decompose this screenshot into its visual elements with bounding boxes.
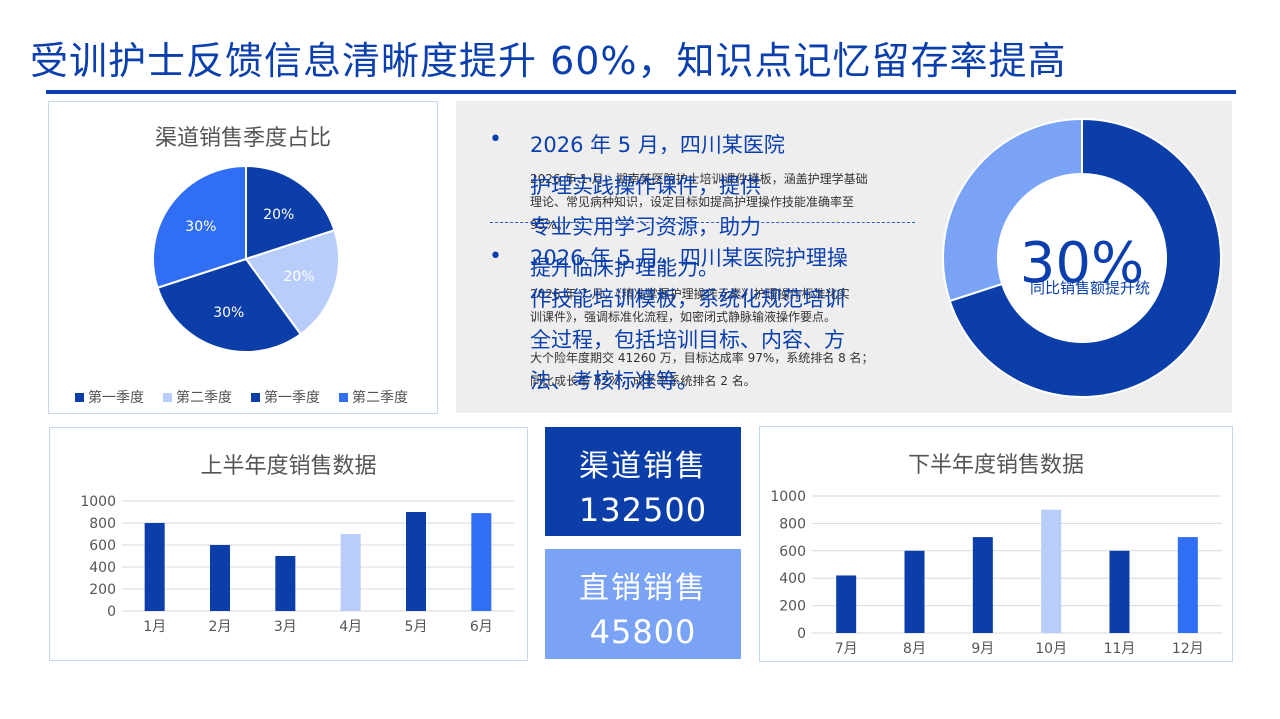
x-tick-label: 5月 [405,619,428,635]
legend-label: 第二季度 [352,389,408,406]
kpi-direct-sales-value: 45800 [589,613,697,651]
x-tick-label: 11月 [1104,641,1136,657]
y-tick-label: 400 [779,571,806,587]
y-tick-label: 400 [89,560,116,576]
pie-slice [152,164,247,289]
bullet1-heading-line: 2026 年 5 月，四川某医院 [530,133,785,157]
bar [1041,509,1062,633]
donut-segment [942,117,1083,303]
pie-slice [245,164,336,261]
bar [144,523,165,611]
pie-slice [244,229,340,336]
bullet2-heading-line: 2026 年 5 月，四川某医院护理操 [530,246,848,270]
bullet1-heading-line: 护理实践操作课件，提供 [530,174,761,198]
h1-sales-panel: 上半年度销售数据 0 200 400 600 800 1000 1月 2月 3月 4月 5月 6月 [49,427,528,661]
donut-segment [948,117,1222,398]
h1-bar-chart: 0 200 400 600 800 1000 1月 2月 3月 4月 5月 6月 [80,494,514,635]
bullet1-heading-line: 专业实用学习资源，助力 [530,215,761,239]
h2-sales-panel: 下半年度销售数据 0 200 400 600 800 1000 7月 8月 9月 10月 11月 12… [759,426,1233,662]
bar [406,512,426,611]
y-tick-label: 600 [89,538,116,554]
kpi-channel-sales-value: 132500 [578,491,708,529]
bullet1-heading-line: 提升临床护理能力。 [530,256,719,280]
kpi-channel-sales-label: 渠道销售 [579,449,707,484]
h1-chart-title: 上半年度销售数据 [200,454,377,479]
bullet2-heading-line: 法、考核标准等。 [530,369,698,393]
kpi-direct-sales: 直销销售 45800 [545,549,741,659]
legend-swatch [339,393,348,402]
pie-slice-label: 30% [213,305,244,321]
legend-label: 第二季度 [176,389,232,406]
y-tick-label: 200 [89,582,116,598]
bar [471,513,492,611]
legend-swatch [251,393,260,402]
y-tick-label: 0 [797,626,806,642]
page-title: 受训护士反馈信息清晰度提升 60%，知识点记忆留存率提高 [30,39,1067,83]
x-tick-label: 8月 [903,641,926,657]
h2-bar-chart: 0 200 400 600 800 1000 7月 8月 9月 10月 11月 12月 [770,489,1222,657]
y-tick-label: 1000 [80,494,116,510]
bar [972,537,993,633]
h2-chart-title: 下半年度销售数据 [907,453,1084,478]
legend-swatch [75,393,84,402]
x-tick-label: 1月 [143,619,166,635]
legend-label: 第一季度 [264,389,320,406]
kpi-channel-sales: 渠道销售 132500 [545,427,741,536]
x-tick-label: 2月 [209,619,232,635]
bar [1109,550,1130,633]
bullet2-detail-line: 2026 年 7 月，《精准掌握护理操作元素》护理操作标准化实 [530,287,850,301]
bullet1-detail-line: 2026 年 1 月，湖南某医院护士培训课件模板，涵盖护理学基础 [530,172,868,186]
y-tick-label: 600 [779,544,806,560]
y-tick-label: 200 [779,599,806,615]
pie-slice [156,257,303,353]
y-tick-label: 800 [89,516,116,532]
bullet1-detail-line: 理论、常见病种知识，设定目标如提高护理操作技能准确率至 [530,195,855,209]
x-tick-label: 3月 [274,619,297,635]
donut-hole [999,175,1165,341]
bar [836,575,857,633]
bullet2-heading-line: 全过程，包括培训目标、内容、方 [530,328,845,352]
bullet-separator [490,222,915,223]
x-tick-label: 4月 [339,619,362,635]
title-underline [46,90,1236,94]
x-tick-label: 9月 [971,641,994,657]
bar [904,550,925,633]
pie-chart: 20% 20% 30% 30% 第一季度 第二季度 第一季度 第二季度 [75,164,408,406]
bullet2-detail-line: 训课件》，强调标准化流程，如密闭式静脉输液操作要点。 [530,310,837,324]
x-tick-label: 10月 [1035,641,1067,657]
pie-chart-title: 渠道销售季度占比 [154,126,331,151]
bar [275,556,296,611]
x-tick-label: 7月 [835,641,858,657]
donut-center-value: 30% [1020,231,1144,296]
bar [1177,537,1198,633]
x-tick-label: 6月 [470,619,493,635]
pie-slice-label: 20% [284,269,315,285]
donut-center-label: 同比销售额提升统 [1030,279,1150,297]
bullet2-detail-line: 大个险年度期交 41260 万，目标达成率 97%，系统排名 8 名； [530,351,874,365]
y-tick-label: 1000 [770,489,806,505]
quarterly-share-panel: 渠道销售季度占比 20% 20% 30% 30% 第一季度 第二季度 第一季度 第二季度 [48,101,438,414]
x-tick-label: 12月 [1172,641,1204,657]
donut-chart: 30%同比销售额提升统 [942,117,1222,398]
info-text-block: • • 2026 年 1 月，湖南某医院护士培训课件模板，涵盖护理学基础 理论、常见病… [456,101,926,413]
y-tick-label: 0 [107,604,116,620]
pie-slice-label: 20% [263,207,294,223]
info-panel: • • 2026 年 1 月，湖南某医院护士培训课件模板，涵盖护理学基础 理论、常见病… [456,101,1232,413]
bar [340,534,361,611]
bullet2-heading-line: 作技能培训模板，系统化规范培训 [530,287,845,311]
legend-label: 第一季度 [88,389,144,406]
bullet-dot: • [489,244,502,269]
bullet2-detail-line: 同比成长率 52%，成长率系统排名 2 名。 [530,374,756,388]
bullet1-detail-line: 95%。 [530,218,569,232]
pie-slice-label: 30% [185,219,216,235]
bullet-dot: • [489,127,502,152]
y-tick-label: 800 [779,516,806,532]
legend-swatch [163,393,172,402]
bar [210,545,230,611]
kpi-direct-sales-label: 直销销售 [579,571,707,606]
